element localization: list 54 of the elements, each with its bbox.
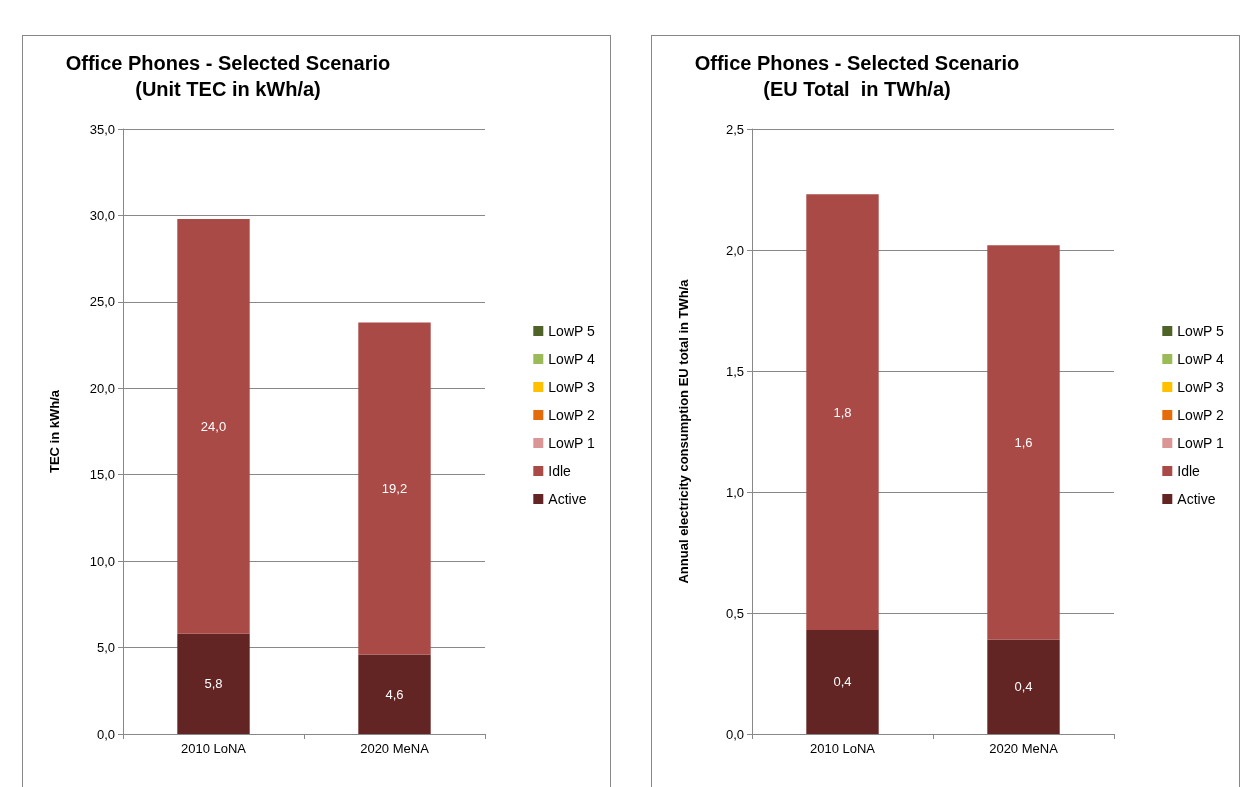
legend-label: Active [1177,491,1216,507]
legend-label: LowP 3 [548,379,595,395]
data-label: 4,6 [385,686,404,702]
legend-label: LowP 1 [548,435,595,451]
y-axis-title: Annual electricity consumption EU total in TWh/a [676,278,691,584]
y-tick-label: 30,0 [89,207,115,223]
data-label: 5,8 [204,676,223,692]
chart-title: Office Phones - Selected Scenario [694,52,1020,74]
y-tick-label: 25,0 [89,294,115,310]
y-tick-label: 20,0 [89,380,115,396]
bar [358,654,431,734]
legend-label: LowP 3 [1177,379,1224,395]
y-tick-label: 1,5 [725,363,744,379]
y-tick-label: 2,0 [725,242,744,258]
x-tick-label: 2010 LoNA [180,741,247,756]
y-tick-label: 5,0 [96,640,115,656]
x-tick-label: 2010 LoNA [809,741,876,756]
y-tick-label: 1,0 [725,484,744,500]
y-tick-label: 0,5 [725,605,744,621]
bar [177,218,250,634]
data-label: 0,4 [833,674,852,690]
data-label: 24,0 [200,418,227,434]
legend-label: LowP 1 [1177,435,1224,451]
chart-subtitle: (Unit TEC in kWh/a) [135,78,321,100]
y-tick-label: 2,5 [725,121,744,137]
legend-label: LowP 5 [548,323,595,339]
bar [806,194,879,630]
legend-label: LowP 4 [548,351,595,367]
x-tick-label: 2020 MeNA [360,741,430,756]
legend-label: Idle [1177,463,1201,479]
x-tick-label: 2020 MeNA [989,741,1059,756]
legend-label: Active [548,491,587,507]
legend-label: LowP 2 [548,407,595,423]
data-label: 1,6 [1014,434,1033,450]
data-label: 1,8 [833,404,852,420]
legend-label: Idle [548,463,572,479]
bar [177,633,250,734]
data-label: 0,4 [1014,679,1033,695]
data-label: 19,2 [381,481,408,497]
y-tick-label: 0,0 [725,726,744,742]
y-tick-label: 35,0 [89,121,115,137]
legend-label: LowP 4 [1177,351,1224,367]
bar [358,322,431,655]
legend-label: LowP 5 [1177,323,1224,339]
y-tick-label: 10,0 [89,553,115,569]
y-tick-label: 15,0 [89,467,115,483]
bar [987,639,1060,734]
bar [987,245,1060,640]
chart-title: Office Phones - Selected Scenario [65,52,391,74]
chart-subtitle: (EU Total in TWh/a) [763,78,951,100]
y-axis-title: TEC in kWh/a [47,389,62,474]
legend-label: LowP 2 [1177,407,1224,423]
y-tick-label: 0,0 [96,726,115,742]
bar [806,629,879,734]
